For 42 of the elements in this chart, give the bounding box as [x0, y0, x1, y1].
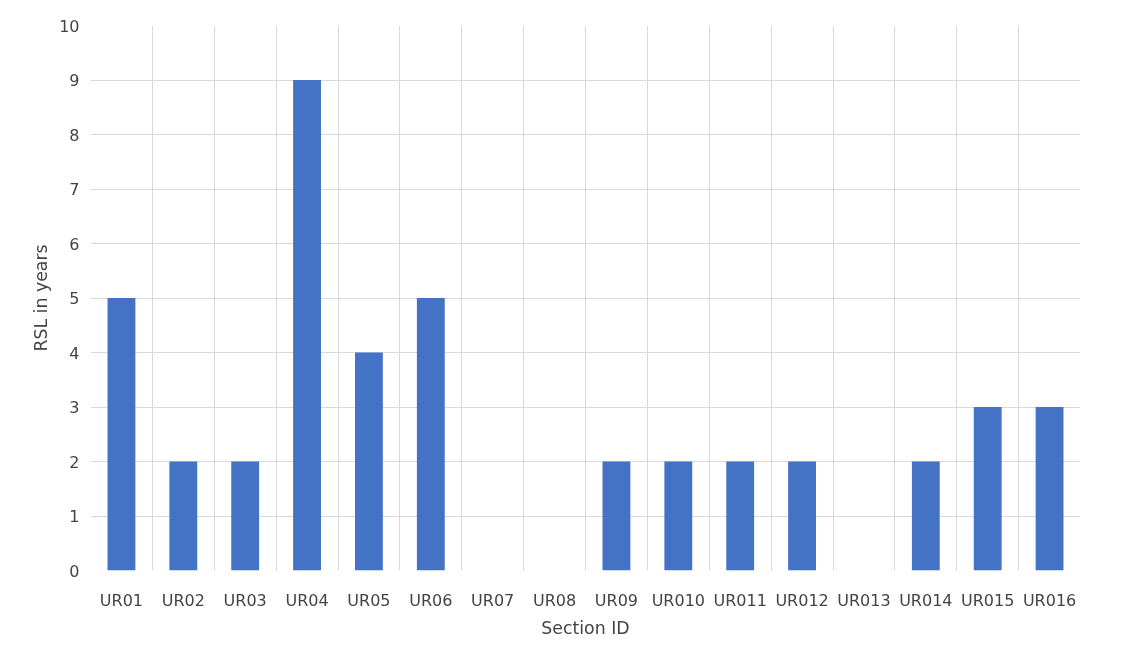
y-tick-label: 10 [59, 16, 80, 36]
y-tick-label: 6 [69, 234, 80, 254]
x-axis-title: Section ID [541, 617, 630, 638]
bar [664, 461, 693, 571]
x-tick-label: UR013 [837, 590, 891, 610]
x-tick-label: UR06 [409, 590, 453, 610]
bar [231, 461, 260, 571]
y-tick-label: 1 [69, 507, 80, 526]
x-tick-label: UR010 [651, 590, 705, 610]
x-tick-label: UR011 [713, 590, 767, 610]
y-tick-label: 4 [69, 343, 80, 363]
x-tick-label: UR03 [223, 590, 267, 610]
bar [107, 298, 136, 571]
bar [355, 352, 383, 571]
x-tick-label: UR08 [532, 590, 577, 610]
x-tick-label: UR04 [285, 590, 329, 610]
x-tick-label: UR01 [99, 590, 144, 610]
bar [602, 461, 631, 571]
x-tick-label: UR02 [161, 590, 205, 610]
bar [169, 461, 198, 571]
bar [973, 407, 1002, 571]
y-tick-label: 2 [69, 452, 80, 472]
y-tick-label: 3 [69, 398, 80, 417]
x-tick-label: UR016 [1022, 590, 1077, 610]
x-tick-label: UR07 [471, 590, 515, 610]
y-axis-title: RSL in years [31, 244, 52, 352]
y-tick-label: 5 [69, 289, 80, 308]
y-tick-label: 7 [69, 180, 80, 199]
x-tick-label: UR015 [961, 590, 1015, 610]
x-tick-label: UR012 [775, 590, 829, 610]
y-tick-label: 9 [69, 71, 80, 90]
bar [726, 461, 755, 571]
bar [911, 461, 940, 571]
y-tick-label: 0 [69, 561, 80, 581]
bar [1035, 407, 1064, 571]
bar [416, 298, 445, 571]
x-tick-label: UR05 [347, 590, 391, 610]
bar [788, 461, 816, 571]
bar [293, 80, 321, 571]
y-tick-label: 8 [69, 125, 80, 145]
x-tick-label: UR014 [899, 590, 953, 610]
x-tick-label: UR09 [594, 590, 639, 610]
